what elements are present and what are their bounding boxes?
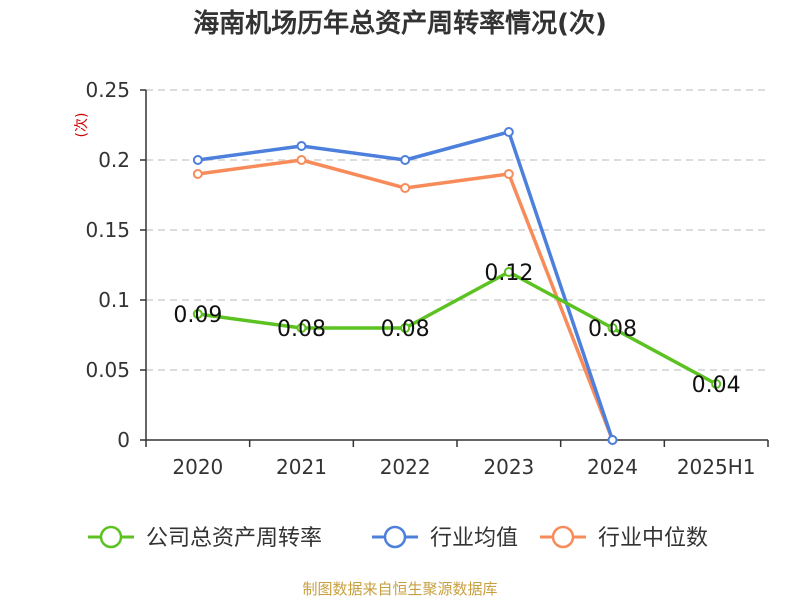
data-labels: 0.09 0.08 0.08 0.12 0.08 0.04 — [173, 261, 740, 398]
x-tick-label: 2024 — [587, 455, 638, 479]
data-label: 0.04 — [692, 373, 741, 398]
data-point — [400, 323, 411, 333]
legend-item: 行业均值 — [372, 525, 518, 551]
data-point — [400, 183, 411, 193]
data-point — [296, 323, 307, 333]
data-point — [503, 169, 514, 179]
x-tick-label: 2022 — [380, 455, 431, 479]
series-0 — [192, 267, 722, 389]
legend-label: 公司总资产周转率 — [146, 526, 322, 551]
source-note: 制图数据来自恒生聚源数据库 — [302, 580, 497, 598]
series-line — [197, 270, 717, 386]
y-tick-label: 0.15 — [85, 218, 130, 242]
y-tick-label: 0.05 — [85, 358, 130, 382]
data-point — [192, 169, 203, 179]
y-tick-label: 0.25 — [85, 78, 130, 102]
data-point — [192, 155, 203, 165]
data-point — [607, 435, 618, 445]
series-1 — [192, 127, 618, 445]
data-label: 0.08 — [588, 317, 637, 342]
series-layer — [192, 127, 722, 445]
data-point — [296, 141, 307, 151]
y-tick-label: 0 — [117, 428, 130, 452]
data-label: 0.12 — [484, 261, 533, 286]
legend-marker — [99, 525, 123, 549]
x-tick-label: 2021 — [276, 455, 327, 479]
legend-item: 公司总资产周转率 — [88, 525, 322, 551]
legend-label: 行业中位数 — [598, 526, 708, 551]
series-line — [197, 130, 615, 441]
data-label: 0.08 — [277, 317, 326, 342]
x-tick-label: 2025H1 — [677, 455, 756, 479]
data-point — [503, 127, 514, 137]
legend-marker — [383, 525, 407, 549]
legend-marker — [551, 525, 575, 549]
y-tick-label: 0.2 — [98, 148, 130, 172]
grid — [146, 89, 768, 371]
chart-title: 海南机场历年总资产周转率情况(次) — [193, 8, 607, 39]
data-label: 0.08 — [381, 317, 430, 342]
data-point — [400, 155, 411, 165]
y-tick-label: 0.1 — [98, 288, 130, 312]
legend: 公司总资产周转率 行业均值 行业中位数 — [88, 525, 708, 551]
data-label: 0.09 — [173, 303, 222, 328]
data-point — [192, 309, 203, 319]
data-point — [296, 155, 307, 165]
data-point — [503, 267, 514, 277]
axes: 0 0.05 0.1 0.15 0.2 0.25 2020 2021 2022 2023 2024 2… — [85, 78, 769, 479]
data-point — [607, 323, 618, 333]
x-tick-label: 2023 — [483, 455, 534, 479]
data-point — [711, 379, 722, 389]
x-tick-label: 2020 — [172, 455, 223, 479]
legend-label: 行业均值 — [430, 526, 518, 551]
legend-item: 行业中位数 — [540, 525, 708, 551]
y-axis-label: (次) — [74, 113, 90, 138]
